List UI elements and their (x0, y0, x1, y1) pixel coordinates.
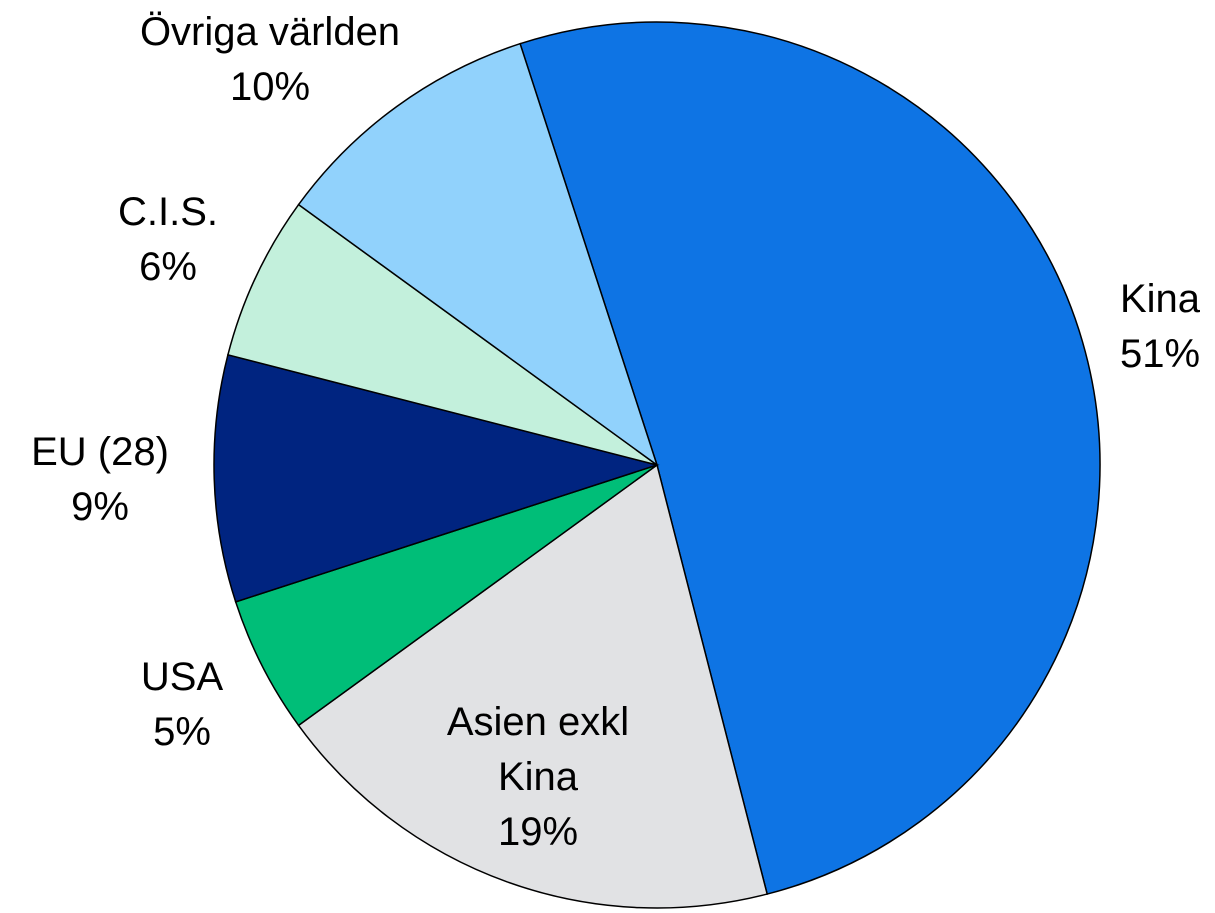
slice-label: Asien exkl Kina 19% (418, 695, 658, 860)
pie-slice (227, 203, 658, 466)
category-label: Asien exkl Kina (446, 700, 630, 799)
value-label: 10% (229, 65, 311, 109)
pie-slice (297, 463, 769, 909)
category-label: Övriga världen (139, 10, 401, 54)
slice-label: EU (28) 9% (0, 425, 200, 535)
slice-label: C.I.S. 6% (88, 185, 248, 295)
category-label: C.I.S. (117, 190, 219, 234)
value-label: 6% (139, 245, 197, 289)
slice-label: USA 5% (112, 650, 252, 760)
value-label: 5% (153, 710, 211, 754)
value-label: 19% (497, 810, 579, 854)
pie-slice (519, 21, 1101, 895)
category-label: USA (140, 655, 224, 699)
pie-slice (297, 42, 659, 467)
slice-label: Kina 51% (1105, 272, 1215, 382)
value-label: 51% (1119, 332, 1201, 376)
category-label: EU (28) (31, 430, 169, 474)
category-label: Kina (1119, 277, 1201, 321)
pie-slice (213, 353, 660, 603)
slice-label: Övriga världen 10% (100, 5, 440, 115)
value-label: 9% (71, 485, 129, 529)
